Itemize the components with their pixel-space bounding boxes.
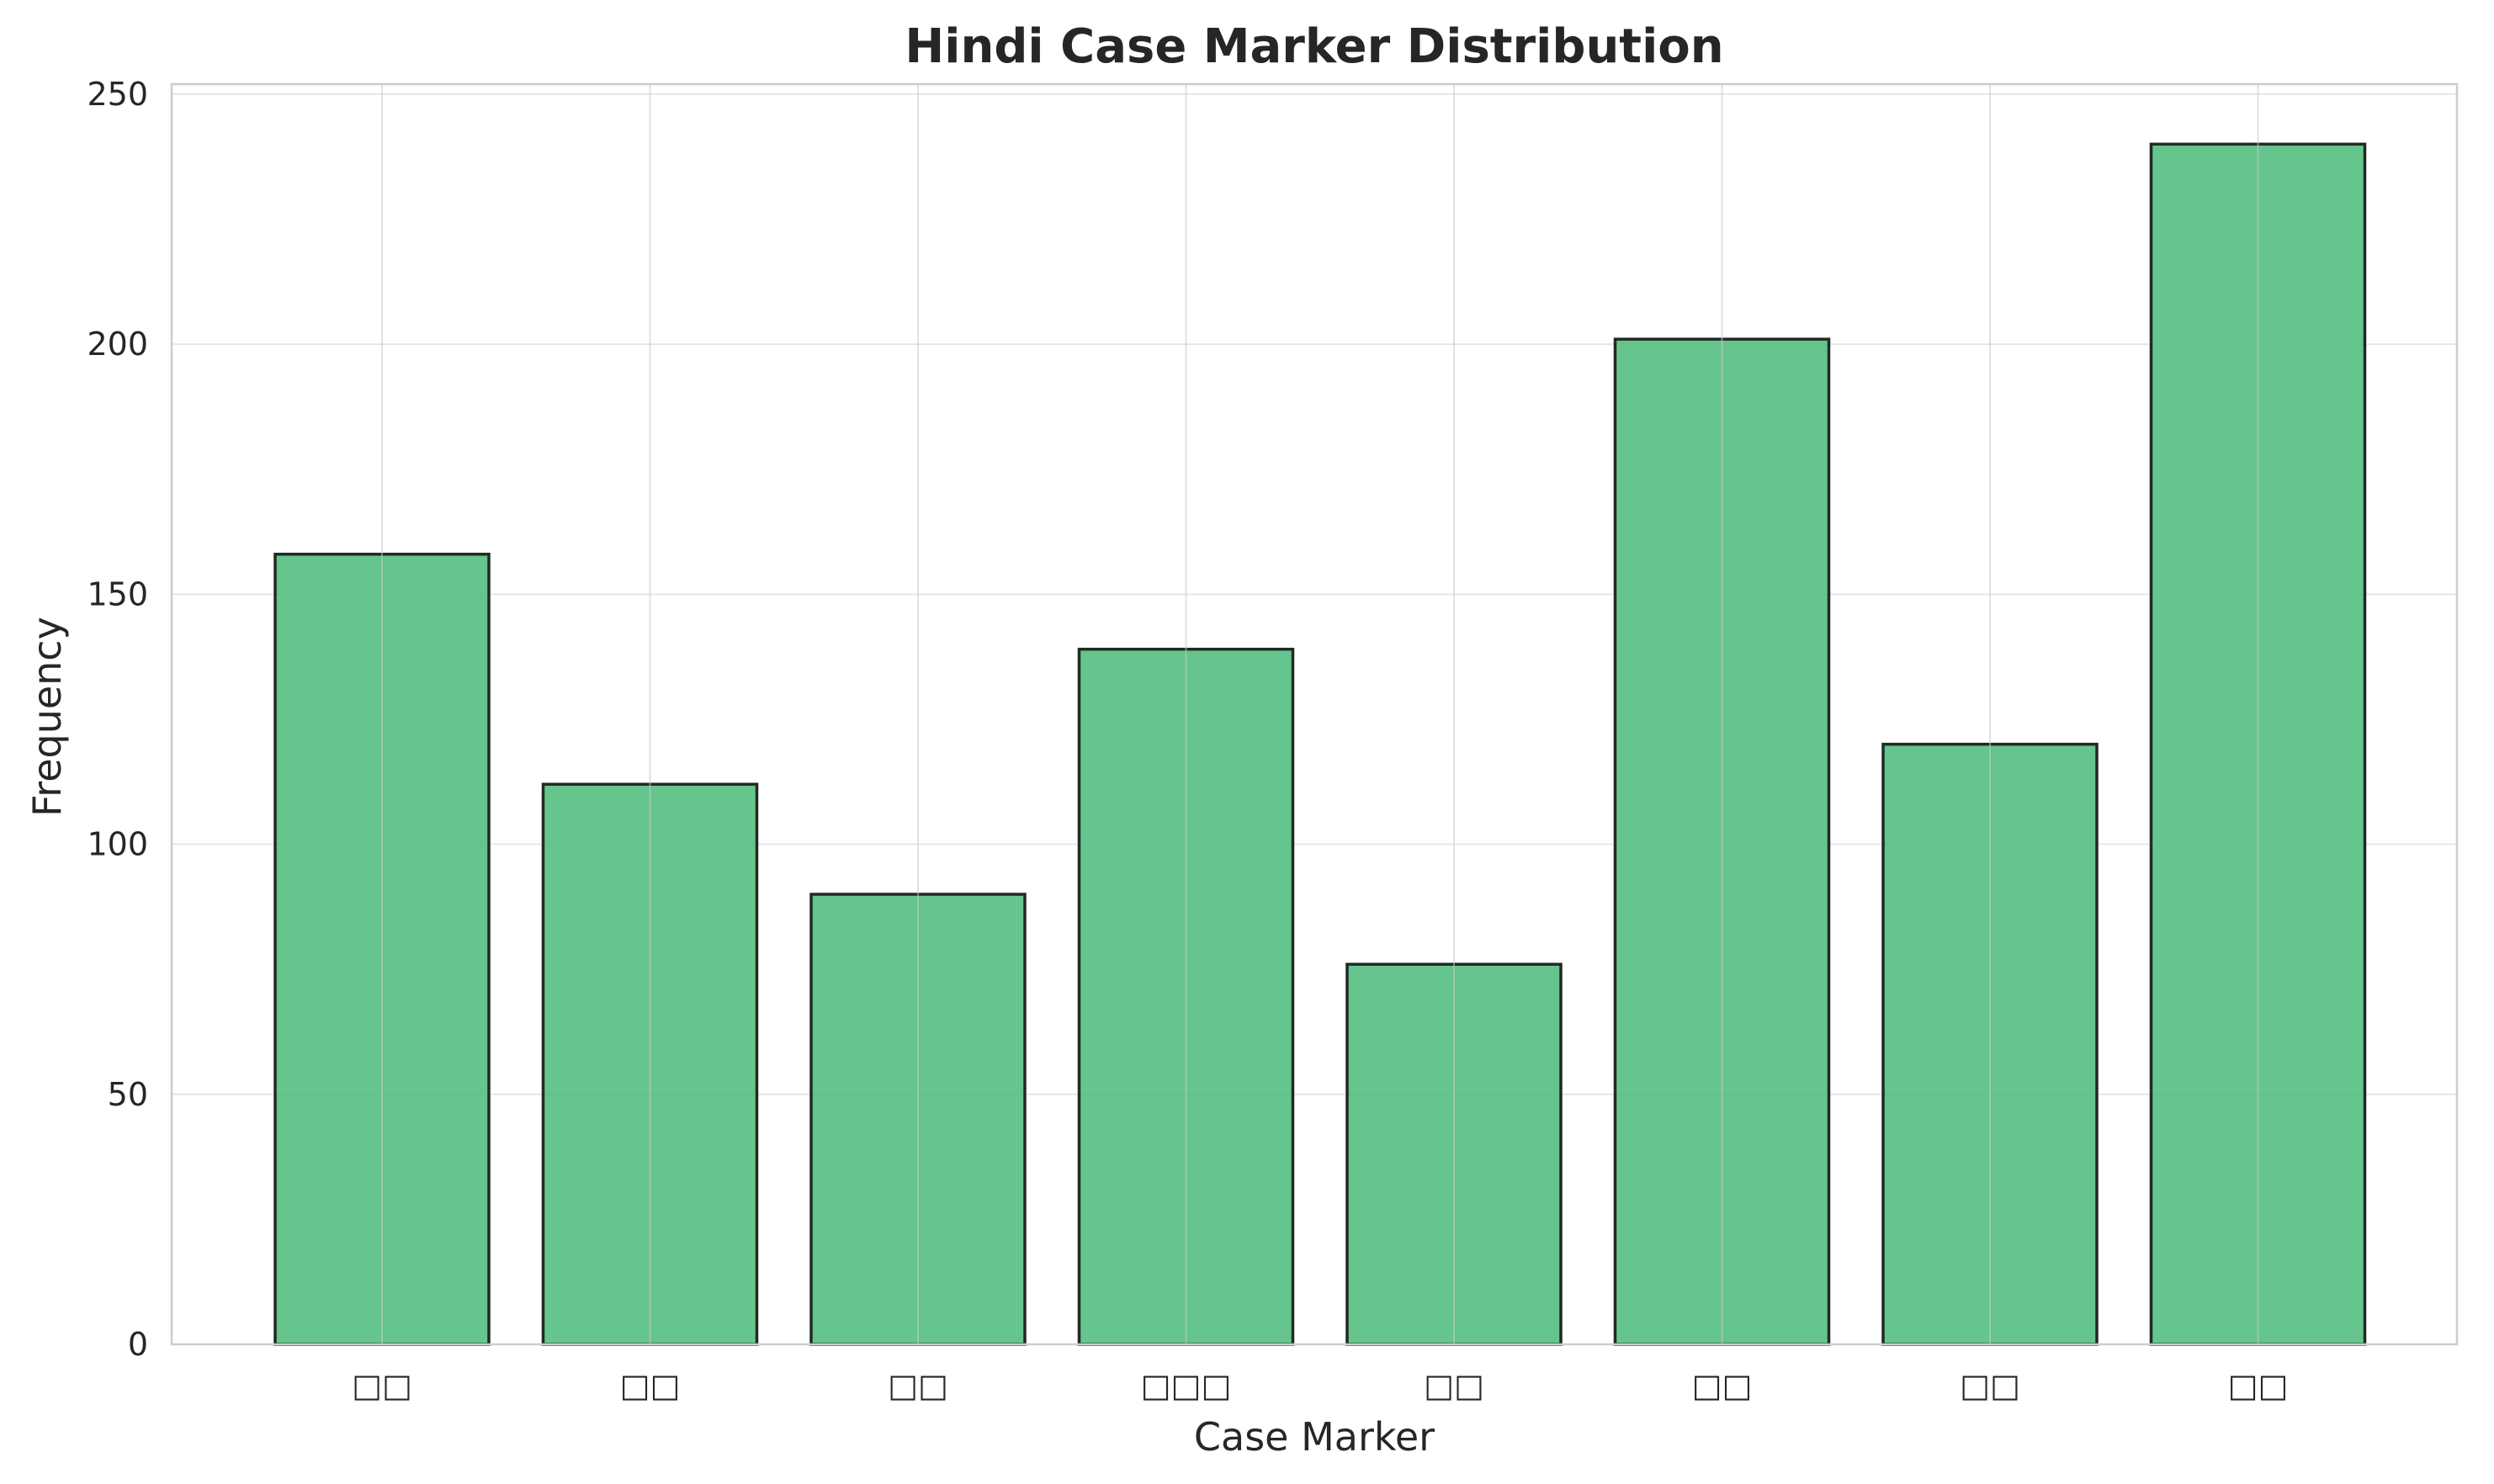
plot-area-frame — [170, 82, 2459, 1346]
y-axis-ticks: 0 50 100 150 200 250 — [87, 76, 148, 1363]
x-axis-ticks: □□ □□ □□ □□□ □□ □□ □□ □□ — [352, 1367, 2288, 1404]
x-axis-label: Case Marker — [1194, 1414, 1435, 1460]
x-tick-label: □□□ — [1141, 1367, 1232, 1404]
y-axis-label: Frequency — [24, 617, 70, 817]
vertical-grid-lines — [381, 84, 2259, 1344]
x-tick-label: □□ — [1692, 1367, 1753, 1404]
x-tick-label: □□ — [2228, 1367, 2289, 1404]
x-tick-label: □□ — [352, 1367, 412, 1404]
x-tick-label: □□ — [888, 1367, 948, 1404]
chart-title: Hindi Case Marker Distribution — [905, 19, 1723, 74]
x-tick-label: □□ — [1424, 1367, 1484, 1404]
y-tick-label: 150 — [87, 575, 148, 612]
x-tick-label: □□ — [620, 1367, 681, 1404]
y-tick-label: 200 — [87, 326, 148, 363]
y-tick-label: 250 — [87, 76, 148, 113]
y-tick-label: 0 — [128, 1326, 148, 1363]
x-tick-label: □□ — [1960, 1367, 2020, 1404]
y-tick-label: 50 — [108, 1076, 148, 1113]
y-tick-label: 100 — [87, 826, 148, 863]
